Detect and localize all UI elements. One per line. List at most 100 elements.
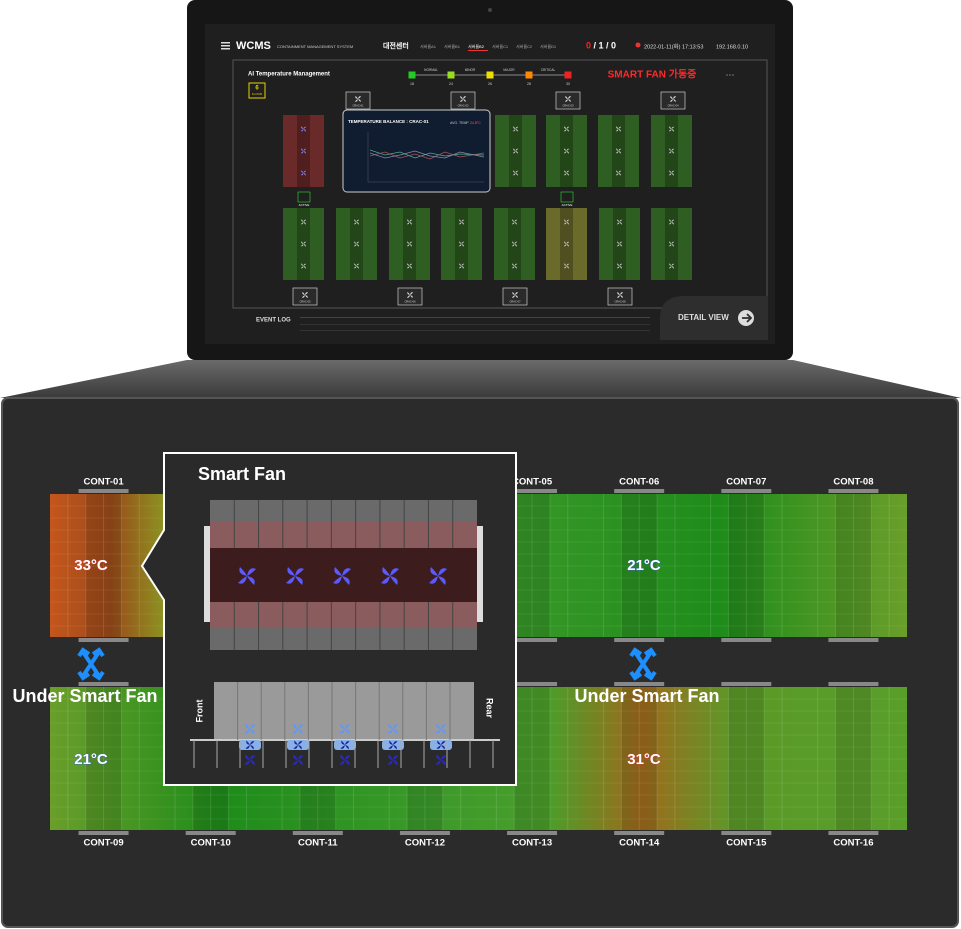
- crac-label: CRAC-06: [404, 300, 416, 304]
- container-bar: [292, 831, 343, 835]
- fan-blade: [568, 96, 572, 99]
- fan-blade: [619, 219, 623, 222]
- fan-blade: [334, 567, 342, 576]
- fan-blade: [619, 263, 623, 266]
- fan-icon: [429, 567, 447, 585]
- fan-blade: [461, 222, 464, 225]
- crac-unit[interactable]: [660, 91, 686, 110]
- fan-blade: [565, 95, 568, 99]
- fan-blade: [245, 754, 250, 760]
- fan-blade: [340, 745, 345, 749]
- fan-blade: [463, 96, 467, 99]
- container-label[interactable]: CONT-08: [833, 477, 873, 488]
- fan-blade: [381, 576, 390, 584]
- fan-blade: [615, 151, 619, 154]
- crac-label: CRAC-08: [614, 300, 626, 304]
- crac-unit[interactable]: [502, 287, 528, 306]
- crac-label: CRAC-07: [509, 300, 521, 304]
- fan-blade: [303, 263, 307, 266]
- container-lane: [835, 494, 872, 637]
- fan-blade: [238, 576, 247, 584]
- crac-unit[interactable]: [450, 91, 476, 110]
- room-tab[interactable]: 서버룸C1: [492, 43, 509, 49]
- container-lane: [621, 687, 658, 830]
- container-label[interactable]: CONT-05: [512, 477, 553, 488]
- fan-blade: [436, 754, 441, 760]
- fan-blade: [435, 760, 441, 765]
- fan-blade: [409, 263, 413, 266]
- container-label[interactable]: CONT-09: [84, 838, 124, 849]
- fan-blade: [247, 576, 255, 585]
- fan-blade: [671, 241, 675, 244]
- detail-view-label[interactable]: DETAIL VIEW: [678, 313, 729, 322]
- fan-icon: [563, 126, 570, 132]
- fan-blade: [566, 170, 570, 173]
- room-tab[interactable]: 서버룸D1: [540, 43, 557, 49]
- fan-blade: [618, 151, 621, 154]
- fan-blade: [305, 295, 308, 299]
- crac-unit[interactable]: [397, 287, 423, 306]
- floor-badge[interactable]: [248, 82, 266, 99]
- chart-line: [369, 150, 485, 159]
- fan-blade: [303, 219, 307, 222]
- room-tab[interactable]: 서버룸B2: [468, 43, 485, 49]
- fan-blade: [618, 148, 622, 151]
- fan-blade: [393, 724, 399, 729]
- container-lane: [728, 687, 765, 830]
- room-tab[interactable]: 서버룸A1: [420, 43, 437, 49]
- crac-unit[interactable]: [555, 91, 581, 110]
- fan-icon: [615, 126, 622, 132]
- container-label[interactable]: CONT-13: [512, 838, 552, 849]
- crac-unit[interactable]: [292, 287, 318, 306]
- container-label[interactable]: CONT-06: [619, 477, 659, 488]
- container-lane: [85, 687, 122, 830]
- fan-blade: [435, 729, 441, 734]
- bell-icon[interactable]: [635, 42, 641, 48]
- container-temp: 21°C: [627, 557, 661, 574]
- fan-blade: [514, 222, 517, 225]
- container-temp: 33°C: [74, 557, 108, 574]
- fan-blade: [293, 723, 298, 729]
- fan-blade: [342, 576, 350, 585]
- fan-blade: [459, 263, 462, 266]
- fan-blade: [618, 170, 622, 173]
- fan-blade: [461, 244, 464, 247]
- floor-label: FLOOR: [252, 92, 263, 96]
- more-button[interactable]: ···: [726, 69, 735, 79]
- fan-blade: [459, 219, 462, 222]
- fan-blade: [620, 295, 623, 299]
- fan-blade: [461, 219, 465, 222]
- fan-icon: [387, 754, 399, 766]
- container-label[interactable]: CONT-11: [298, 838, 338, 849]
- container-bar: [828, 682, 879, 686]
- fan-blade: [353, 244, 357, 247]
- menu-icon[interactable]: [221, 42, 230, 44]
- container-label[interactable]: CONT-07: [726, 477, 766, 488]
- fan-blade: [514, 266, 517, 269]
- fan-blade: [564, 219, 567, 222]
- fan-blade: [358, 96, 362, 99]
- crac-unit[interactable]: [345, 91, 371, 110]
- room-tab[interactable]: 서버룸B1: [444, 43, 461, 49]
- container-label[interactable]: CONT-15: [726, 838, 767, 849]
- container-label[interactable]: CONT-16: [833, 838, 873, 849]
- crac-unit[interactable]: [607, 287, 633, 306]
- fan-blade: [303, 244, 306, 247]
- alarm-critical: 0: [586, 40, 591, 50]
- menu-icon: [221, 45, 230, 47]
- room-tab[interactable]: 서버룸C2: [516, 43, 533, 49]
- fan-blade: [616, 244, 620, 247]
- fan-blade: [513, 126, 516, 129]
- fan-blade: [341, 740, 345, 745]
- fan-blade: [515, 151, 518, 154]
- container-label[interactable]: CONT-14: [619, 838, 660, 849]
- container-label[interactable]: CONT-10: [191, 838, 231, 849]
- detail-view-tab[interactable]: [660, 296, 768, 340]
- fan-blade: [441, 729, 446, 735]
- popup-title: Smart Fan: [198, 464, 286, 484]
- fan-blade: [671, 266, 674, 269]
- fan-blade: [671, 129, 674, 132]
- container-label[interactable]: CONT-12: [405, 838, 445, 849]
- fan-blade: [356, 266, 359, 269]
- container-label[interactable]: CONT-01: [84, 477, 125, 488]
